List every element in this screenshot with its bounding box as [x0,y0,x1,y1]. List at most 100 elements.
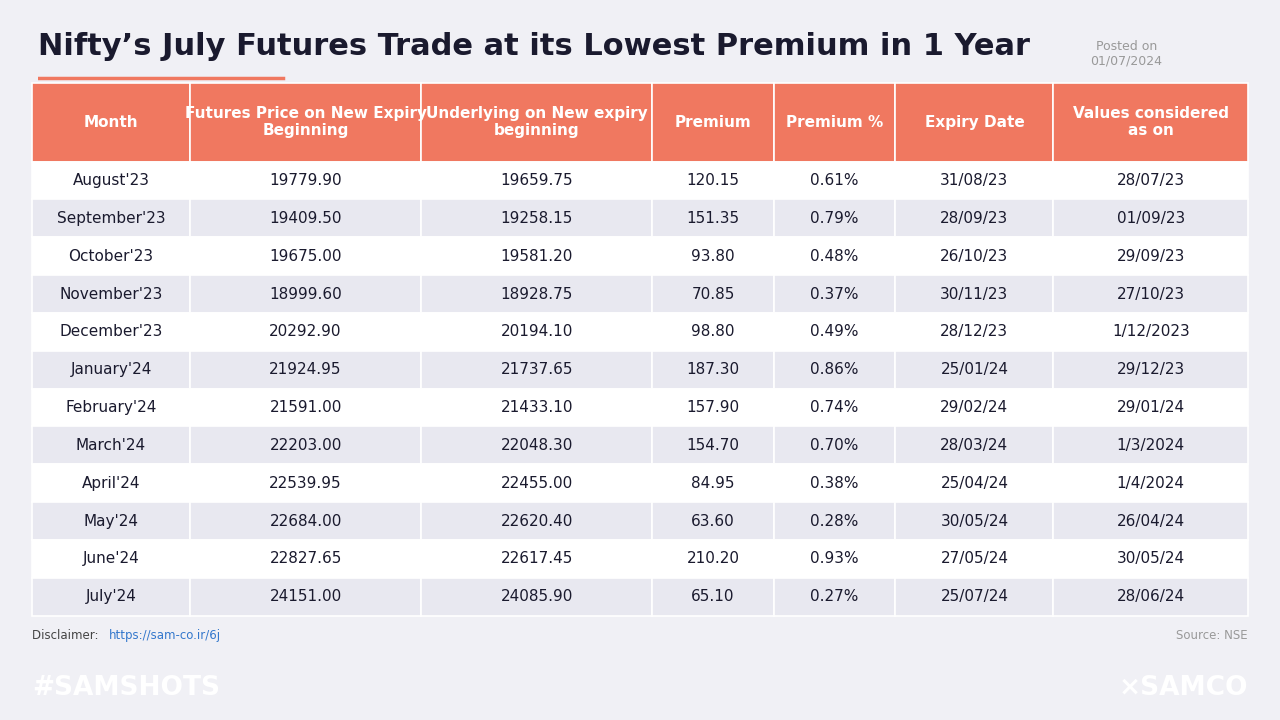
FancyBboxPatch shape [896,199,1053,238]
Text: 19409.50: 19409.50 [269,211,342,226]
Text: 19258.15: 19258.15 [500,211,573,226]
FancyBboxPatch shape [1053,502,1248,540]
FancyBboxPatch shape [652,238,773,275]
Text: 25/01/24: 25/01/24 [941,362,1009,377]
FancyBboxPatch shape [652,199,773,238]
Text: May'24: May'24 [83,513,138,528]
FancyBboxPatch shape [896,464,1053,502]
Text: Futures Price on New Expiry
Beginning: Futures Price on New Expiry Beginning [184,106,426,138]
Text: 1/4/2024: 1/4/2024 [1116,476,1185,491]
Text: December'23: December'23 [59,325,163,339]
Text: 29/12/23: 29/12/23 [1116,362,1185,377]
FancyBboxPatch shape [773,389,896,426]
Text: 29/09/23: 29/09/23 [1116,248,1185,264]
FancyBboxPatch shape [773,313,896,351]
Text: 0.38%: 0.38% [810,476,859,491]
FancyBboxPatch shape [773,426,896,464]
FancyBboxPatch shape [32,502,191,540]
FancyBboxPatch shape [773,275,896,313]
Text: 22048.30: 22048.30 [500,438,573,453]
Text: 21924.95: 21924.95 [269,362,342,377]
FancyBboxPatch shape [652,502,773,540]
Text: 187.30: 187.30 [686,362,740,377]
Text: 25/07/24: 25/07/24 [941,589,1009,604]
Text: 157.90: 157.90 [686,400,740,415]
FancyBboxPatch shape [421,313,652,351]
FancyBboxPatch shape [421,502,652,540]
Text: 28/09/23: 28/09/23 [941,211,1009,226]
Text: 29/01/24: 29/01/24 [1116,400,1185,415]
FancyBboxPatch shape [652,313,773,351]
Text: 28/07/23: 28/07/23 [1116,173,1185,188]
FancyBboxPatch shape [896,389,1053,426]
Text: 120.15: 120.15 [686,173,740,188]
FancyBboxPatch shape [773,540,896,577]
FancyBboxPatch shape [896,502,1053,540]
Text: Expiry Date: Expiry Date [924,114,1024,130]
Text: 93.80: 93.80 [691,248,735,264]
FancyBboxPatch shape [896,313,1053,351]
Text: 30/11/23: 30/11/23 [941,287,1009,302]
Text: 19675.00: 19675.00 [269,248,342,264]
FancyBboxPatch shape [191,313,421,351]
FancyBboxPatch shape [1053,162,1248,199]
FancyBboxPatch shape [421,238,652,275]
Text: Premium: Premium [675,114,751,130]
Text: 26/10/23: 26/10/23 [941,248,1009,264]
FancyBboxPatch shape [1053,199,1248,238]
Text: https://sam-co.ir/6j: https://sam-co.ir/6j [109,629,221,642]
Text: 0.37%: 0.37% [810,287,859,302]
Text: August'23: August'23 [73,173,150,188]
Text: 27/05/24: 27/05/24 [941,552,1009,567]
Text: March'24: March'24 [76,438,146,453]
Text: 0.70%: 0.70% [810,438,859,453]
Text: September'23: September'23 [56,211,165,226]
FancyBboxPatch shape [32,464,191,502]
FancyBboxPatch shape [191,83,421,162]
Text: 19779.90: 19779.90 [269,173,342,188]
FancyBboxPatch shape [421,577,652,616]
Text: 01/09/23: 01/09/23 [1116,211,1185,226]
Text: 0.28%: 0.28% [810,513,859,528]
FancyBboxPatch shape [421,351,652,389]
Text: February'24: February'24 [65,400,156,415]
FancyBboxPatch shape [421,199,652,238]
Text: Posted on
01/07/2024: Posted on 01/07/2024 [1091,40,1162,68]
Text: 98.80: 98.80 [691,325,735,339]
FancyBboxPatch shape [652,426,773,464]
Text: October'23: October'23 [68,248,154,264]
Text: #SAMSHOTS: #SAMSHOTS [32,675,220,701]
Text: 20292.90: 20292.90 [269,325,342,339]
Text: Underlying on New expiry
beginning: Underlying on New expiry beginning [426,106,648,138]
Text: January'24: January'24 [70,362,152,377]
Text: 210.20: 210.20 [686,552,740,567]
FancyBboxPatch shape [32,313,191,351]
FancyBboxPatch shape [32,351,191,389]
Text: 28/12/23: 28/12/23 [941,325,1009,339]
Text: 0.48%: 0.48% [810,248,859,264]
FancyBboxPatch shape [32,540,191,577]
FancyBboxPatch shape [191,464,421,502]
Text: 22539.95: 22539.95 [269,476,342,491]
FancyBboxPatch shape [191,351,421,389]
FancyBboxPatch shape [191,389,421,426]
FancyBboxPatch shape [191,426,421,464]
Text: 0.61%: 0.61% [810,173,859,188]
FancyBboxPatch shape [421,275,652,313]
FancyBboxPatch shape [773,199,896,238]
FancyBboxPatch shape [773,351,896,389]
FancyBboxPatch shape [773,464,896,502]
FancyBboxPatch shape [896,540,1053,577]
FancyBboxPatch shape [773,502,896,540]
Text: 0.86%: 0.86% [810,362,859,377]
Text: 65.10: 65.10 [691,589,735,604]
FancyBboxPatch shape [773,162,896,199]
Text: 22203.00: 22203.00 [269,438,342,453]
FancyBboxPatch shape [1053,351,1248,389]
Text: Source: NSE: Source: NSE [1176,629,1248,642]
FancyBboxPatch shape [32,238,191,275]
Text: 31/08/23: 31/08/23 [941,173,1009,188]
FancyBboxPatch shape [896,426,1053,464]
Text: Values considered
as on: Values considered as on [1073,106,1229,138]
FancyBboxPatch shape [421,83,652,162]
